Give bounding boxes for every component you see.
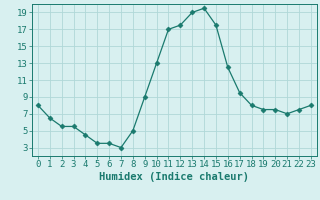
- X-axis label: Humidex (Indice chaleur): Humidex (Indice chaleur): [100, 172, 249, 182]
